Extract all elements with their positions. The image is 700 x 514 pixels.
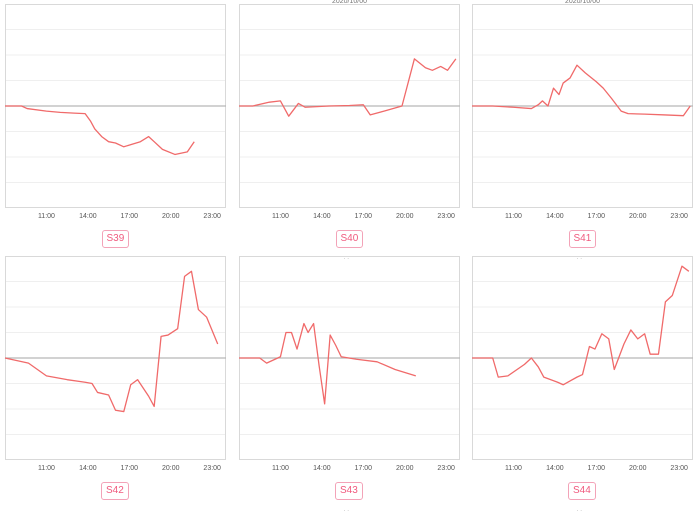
x-tick-label: 17:00 (355, 465, 373, 472)
x-tick-label: 23:00 (670, 213, 688, 220)
sub-caption: · · (343, 256, 350, 262)
x-tick-label: 14:00 (546, 213, 564, 220)
x-tick-label: 17:00 (121, 213, 139, 220)
x-tick-label: 17:00 (588, 213, 606, 220)
x-tick-label: 20:00 (396, 465, 414, 472)
x-tick-label: 14:00 (546, 465, 564, 472)
plot-area: 11:00 14:00 17:00 20:00 23:00 (5, 4, 226, 220)
x-tick-label: 17:00 (588, 465, 606, 472)
top-caption: 2020/10/00 (332, 0, 367, 5)
chart-panel-s43: 11:00 14:00 17:00 20:00 23:00 S43 · · (239, 256, 465, 514)
x-tick-label: 17:00 (355, 213, 373, 220)
chart-panel-s44: 11:00 14:00 17:00 20:00 23:00 S44 · · (472, 256, 698, 514)
stock-code-label[interactable]: S39 (101, 230, 130, 248)
series-line (239, 58, 457, 117)
x-tick-label: 20:00 (629, 213, 647, 220)
stock-code-label[interactable]: S43 (335, 482, 363, 500)
x-tick-label: 14:00 (313, 213, 331, 220)
sub-caption: · · (576, 256, 583, 262)
series-line (4, 270, 219, 413)
x-tick-label: 11:00 (505, 213, 522, 220)
series-line (239, 322, 416, 405)
plot-area: 11:00 14:00 17:00 20:00 23:00 (472, 256, 693, 472)
x-tick-label: 14:00 (79, 465, 97, 472)
x-tick-label: 23:00 (203, 213, 221, 220)
sub-caption: · · (576, 508, 583, 514)
top-caption: 2020/10/00 (565, 0, 600, 5)
stock-code-label[interactable]: S42 (101, 482, 129, 500)
x-tick-label: 11:00 (505, 465, 522, 472)
x-tick-label: 17:00 (121, 465, 139, 472)
sub-caption: · · (343, 508, 350, 514)
chart-panel-s39: 11:00 14:00 17:00 20:00 23:00 S39 (5, 4, 231, 254)
stock-code-label[interactable]: S41 (568, 230, 597, 248)
plot-area: 11:00 14:00 17:00 20:00 23:00 2020/10/00 (472, 0, 693, 220)
x-tick-label: 20:00 (629, 465, 647, 472)
x-tick-label: 11:00 (38, 465, 55, 472)
x-tick-label: 23:00 (670, 465, 688, 472)
stock-code-label[interactable]: S40 (335, 230, 364, 248)
plot-area: 11:00 14:00 17:00 20:00 23:00 (239, 256, 460, 472)
x-tick-label: 11:00 (272, 465, 289, 472)
x-tick-label: 14:00 (313, 465, 331, 472)
x-tick-label: 23:00 (437, 465, 455, 472)
x-tick-label: 14:00 (79, 213, 97, 220)
series-line (472, 265, 690, 386)
chart-panel-s40: 11:00 14:00 17:00 20:00 23:00 2020/10/00 S40 · … (239, 0, 465, 262)
series-line (5, 105, 195, 156)
x-tick-label: 20:00 (162, 465, 180, 472)
x-tick-label: 11:00 (38, 213, 55, 220)
x-tick-label: 23:00 (203, 465, 221, 472)
x-tick-label: 23:00 (437, 213, 455, 220)
series-line (472, 64, 691, 117)
plot-area: 11:00 14:00 17:00 20:00 23:00 (4, 256, 226, 472)
chart-panel-s42: 11:00 14:00 17:00 20:00 23:00 S42 (4, 256, 231, 506)
x-tick-label: 11:00 (272, 213, 289, 220)
plot-area: 11:00 14:00 17:00 20:00 23:00 2020/10/00 (239, 0, 460, 220)
x-tick-label: 20:00 (396, 213, 414, 220)
chart-panel-s41: 11:00 14:00 17:00 20:00 23:00 2020/10/00 S41 · … (472, 0, 698, 262)
stock-code-label[interactable]: S44 (568, 482, 596, 500)
x-tick-label: 20:00 (162, 213, 180, 220)
